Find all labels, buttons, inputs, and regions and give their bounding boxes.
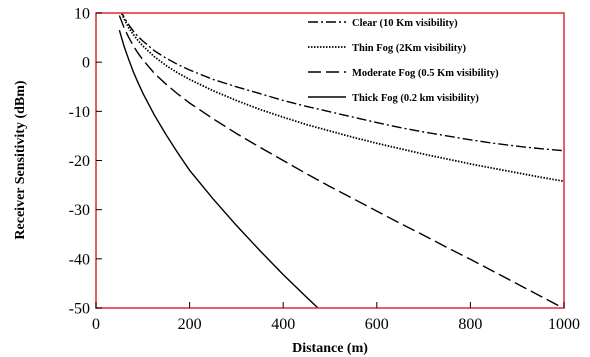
x-axis-title: Distance (m): [292, 341, 368, 356]
plot-area: [96, 13, 564, 308]
y-tick-label: -10: [69, 104, 90, 121]
y-tick-label: -50: [69, 301, 90, 318]
legend-label-2: Thin Fog (2Km visibility): [352, 43, 467, 54]
y-axis-title: Receiver Sensitivity (dBm): [13, 80, 28, 239]
series-line-4: [118, 30, 319, 308]
legend-label-1: Clear (10 Km visibility): [352, 18, 458, 29]
x-tick-label: 1000: [548, 316, 580, 333]
x-tick-label: 800: [458, 316, 482, 333]
series-line-3: [118, 15, 564, 308]
y-tick-label: -30: [69, 202, 90, 219]
y-tick-label: -20: [69, 153, 90, 170]
x-tick-label: 200: [178, 316, 202, 333]
series-line-1: [121, 13, 564, 152]
x-tick-label: 600: [365, 316, 389, 333]
axis-ticks: 0 200 400 600 800 1000 -50 -40 -30 -20 -10 0 10: [69, 6, 580, 334]
series-layer: [118, 13, 564, 308]
legend-label-3: Moderate Fog (0.5 Km visibility): [352, 68, 499, 79]
y-tick-label: 10: [74, 6, 90, 23]
legend-label-4: Thick Fog (0.2 km visibility): [352, 93, 479, 104]
x-tick-label: 400: [271, 316, 295, 333]
legend: Clear (10 Km visibility) Thin Fog (2Km vi…: [308, 18, 499, 104]
y-tick-label: 0: [82, 55, 90, 72]
x-tick-label: 0: [92, 316, 100, 333]
y-tick-label: -40: [69, 251, 90, 268]
